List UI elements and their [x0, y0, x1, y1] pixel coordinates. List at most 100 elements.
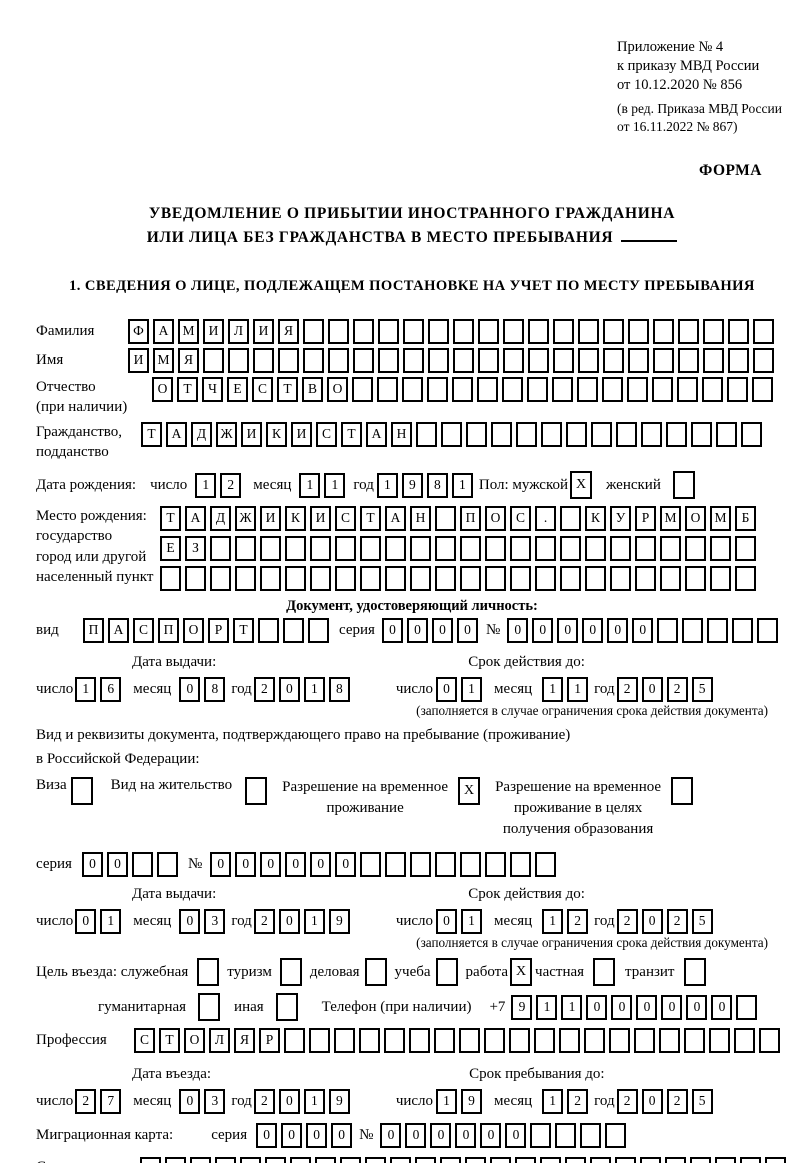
- identity-doc-type-cell[interactable]: С: [133, 618, 154, 644]
- representative-cell[interactable]: [315, 1157, 336, 1163]
- birthplace-cell[interactable]: [685, 566, 706, 592]
- identity-doc-type-cell[interactable]: П: [158, 618, 179, 644]
- surname-cell[interactable]: [603, 319, 624, 345]
- citizenship-cell[interactable]: Д: [191, 421, 212, 447]
- firstname-cell[interactable]: [503, 348, 524, 374]
- profession-cell[interactable]: [534, 1028, 555, 1054]
- citizenship-cell[interactable]: [616, 421, 637, 447]
- identity-issue-year-cell[interactable]: 8: [328, 677, 350, 703]
- surname-cell[interactable]: Я: [278, 319, 299, 345]
- profession-cell[interactable]: [484, 1028, 505, 1054]
- residence-doc-number-cell[interactable]: [510, 852, 532, 878]
- patronymic-cell[interactable]: Ч: [202, 377, 223, 403]
- profession-cell[interactable]: [609, 1028, 630, 1054]
- patronymic-cell[interactable]: [552, 377, 573, 403]
- birthplace-cell[interactable]: К: [585, 506, 606, 532]
- identity-doc-number-cell[interactable]: [682, 618, 704, 644]
- identity-doc-type-cell[interactable]: А: [108, 618, 129, 644]
- purpose-tourism-checkbox[interactable]: [279, 958, 302, 987]
- birthplace-cell[interactable]: Р: [635, 506, 656, 532]
- birthplace-cell[interactable]: Т: [360, 506, 381, 532]
- birthplace-cell[interactable]: [735, 536, 756, 562]
- purpose-official-checkbox[interactable]: [197, 958, 220, 987]
- identity-doc-type-cell[interactable]: Т: [233, 618, 254, 644]
- firstname-cell[interactable]: [303, 348, 324, 374]
- residence-issue-year-cell[interactable]: 0: [278, 909, 300, 935]
- birthplace-cell[interactable]: [685, 536, 706, 562]
- residence-expiry-month-cell[interactable]: 2: [567, 909, 589, 935]
- birth-month-cell[interactable]: 1: [299, 472, 321, 498]
- identity-issue-day-cell[interactable]: 6: [100, 677, 122, 703]
- identity-doc-number-cell[interactable]: [657, 618, 679, 644]
- identity-issue-month-cell[interactable]: 0: [179, 677, 201, 703]
- birthplace-cell[interactable]: М: [660, 506, 681, 532]
- representative-cell[interactable]: 1: [140, 1157, 161, 1163]
- phone-digit-cell[interactable]: [736, 994, 758, 1020]
- birthplace-cell[interactable]: Ж: [235, 506, 256, 532]
- gender-male-checkbox[interactable]: X: [570, 471, 593, 500]
- representative-cell[interactable]: 2: [215, 1157, 236, 1163]
- patronymic-cell[interactable]: Е: [227, 377, 248, 403]
- migration-card-number-cell[interactable]: [580, 1123, 602, 1149]
- patronymic-cell[interactable]: [727, 377, 748, 403]
- patronymic-cell[interactable]: [577, 377, 598, 403]
- birthplace-cell[interactable]: [410, 536, 431, 562]
- residence-doc-series-cell[interactable]: 0: [81, 852, 103, 878]
- residence-expiry-day-cell[interactable]: 1: [461, 909, 483, 935]
- surname-cell[interactable]: [328, 319, 349, 345]
- citizenship-cell[interactable]: И: [241, 421, 262, 447]
- representative-cell[interactable]: 2: [190, 1157, 211, 1163]
- birthplace-cell[interactable]: Е: [160, 536, 181, 562]
- surname-cell[interactable]: И: [253, 319, 274, 345]
- surname-cell[interactable]: М: [178, 319, 199, 345]
- firstname-cell[interactable]: Я: [178, 348, 199, 374]
- identity-doc-series-cell[interactable]: 0: [406, 618, 428, 644]
- representative-cell[interactable]: [515, 1157, 536, 1163]
- stay-until-year-cell[interactable]: 2: [666, 1089, 688, 1115]
- identity-doc-type-cell[interactable]: П: [83, 618, 104, 644]
- surname-cell[interactable]: А: [153, 319, 174, 345]
- surname-cell[interactable]: [753, 319, 774, 345]
- identity-issue-year-cell[interactable]: 2: [253, 677, 275, 703]
- residence-doc-number-cell[interactable]: [385, 852, 407, 878]
- residence-issue-day-cell[interactable]: 1: [100, 909, 122, 935]
- surname-cell[interactable]: [628, 319, 649, 345]
- surname-cell[interactable]: [478, 319, 499, 345]
- citizenship-cell[interactable]: [666, 421, 687, 447]
- birthplace-cell[interactable]: [535, 536, 556, 562]
- birth-day-cell[interactable]: 2: [220, 472, 242, 498]
- residence-expiry-year-cell[interactable]: 5: [691, 909, 713, 935]
- residence-doc-number-cell[interactable]: [410, 852, 432, 878]
- residence-expiry-year-cell[interactable]: 2: [616, 909, 638, 935]
- patronymic-cell[interactable]: [752, 377, 773, 403]
- stay-until-month-cell[interactable]: 2: [567, 1089, 589, 1115]
- identity-expiry-year-cell[interactable]: 5: [691, 677, 713, 703]
- migration-card-number-cell[interactable]: 0: [455, 1123, 477, 1149]
- citizenship-cell[interactable]: [491, 421, 512, 447]
- birthplace-cell[interactable]: П: [460, 506, 481, 532]
- residence-issue-year-cell[interactable]: 2: [253, 909, 275, 935]
- profession-cell[interactable]: [759, 1028, 780, 1054]
- birthplace-cell[interactable]: [560, 536, 581, 562]
- birthplace-cell[interactable]: [510, 566, 531, 592]
- surname-cell[interactable]: [703, 319, 724, 345]
- profession-cell[interactable]: О: [184, 1028, 205, 1054]
- birthplace-cell[interactable]: [435, 506, 456, 532]
- representative-cell[interactable]: [740, 1157, 761, 1163]
- purpose-business-checkbox[interactable]: [364, 958, 387, 987]
- representative-cell[interactable]: [715, 1157, 736, 1163]
- birthplace-cell[interactable]: [535, 566, 556, 592]
- representative-cell[interactable]: [590, 1157, 611, 1163]
- profession-cell[interactable]: [434, 1028, 455, 1054]
- surname-cell[interactable]: [378, 319, 399, 345]
- surname-cell[interactable]: [453, 319, 474, 345]
- entry-month-cell[interactable]: 0: [179, 1089, 201, 1115]
- profession-cell[interactable]: [334, 1028, 355, 1054]
- birthplace-cell[interactable]: А: [385, 506, 406, 532]
- surname-cell[interactable]: [528, 319, 549, 345]
- citizenship-cell[interactable]: Н: [391, 421, 412, 447]
- profession-cell[interactable]: [709, 1028, 730, 1054]
- profession-cell[interactable]: [584, 1028, 605, 1054]
- phone-digit-cell[interactable]: 0: [711, 994, 733, 1020]
- birth-month-cell[interactable]: 1: [324, 472, 346, 498]
